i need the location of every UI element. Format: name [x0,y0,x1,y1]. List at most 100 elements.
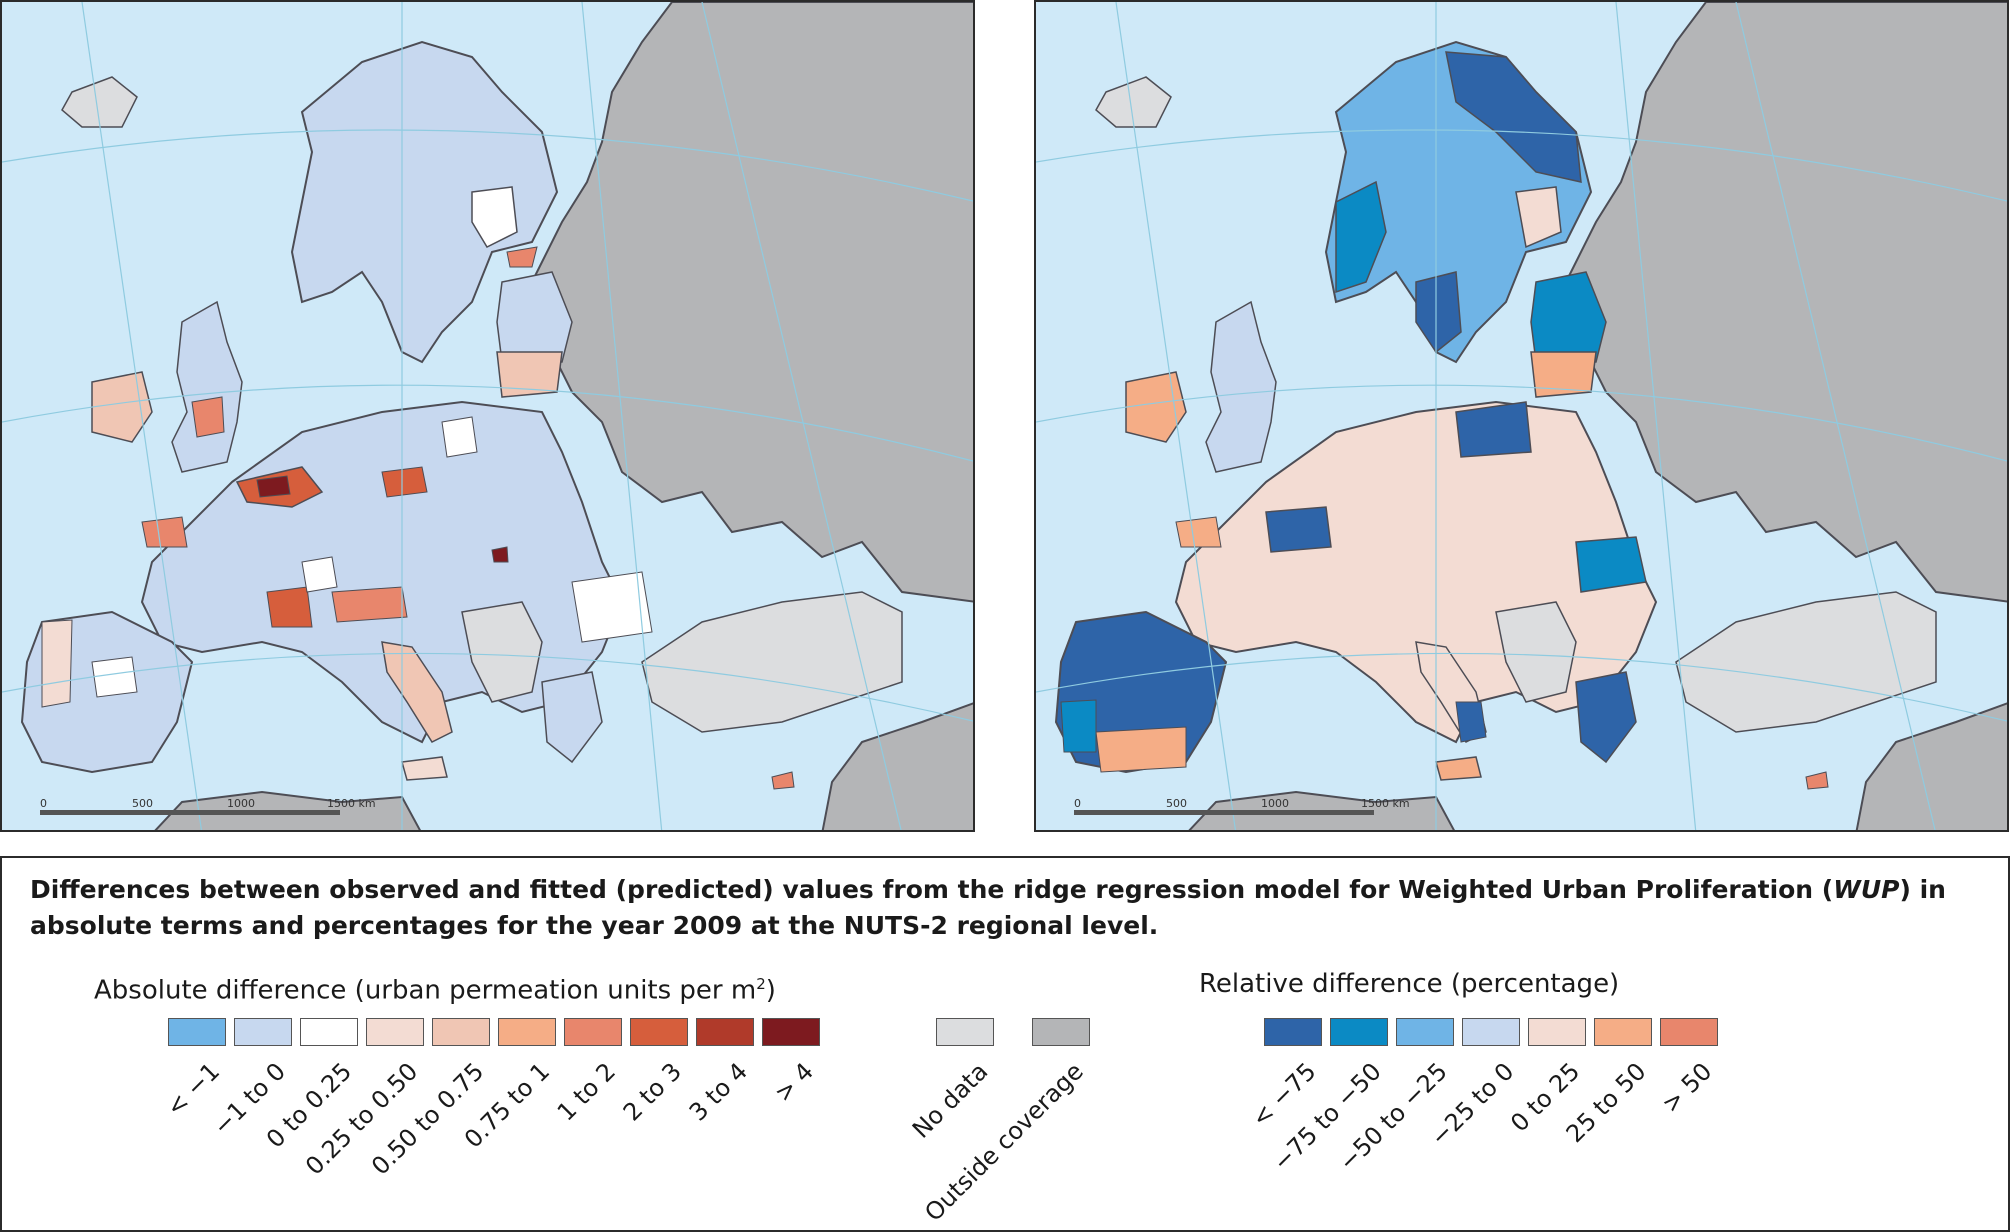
other-class-label: Outside coverage [919,1057,1090,1227]
absolute-class-label: 1 to 2 [551,1057,622,1127]
relative-class-swatch [1528,1018,1586,1046]
region-helsinki [506,246,538,268]
absolute-class-swatch [234,1018,292,1046]
absolute-class-label: < −1 [160,1057,226,1122]
absolute-difference-map: 0 500 1000 1500 km [0,0,975,832]
scandinavia [290,40,559,364]
svg-text:500: 500 [1166,797,1187,810]
balkans [461,601,543,703]
relative-class-swatch [1396,1018,1454,1046]
absolute-class-label: > 4 [768,1057,820,1108]
region-bretagne [141,516,188,548]
relative-class-label: > 50 [1656,1057,1718,1119]
legend-title-italic: WUP [1833,875,1900,904]
region-belgium-dark [256,475,291,498]
relative-class-swatch [1264,1018,1322,1046]
region-lithuania [496,351,563,398]
region-sweden-south [1415,271,1462,354]
great-britain [171,300,243,473]
iceland [1095,76,1172,128]
svg-text:1500 km: 1500 km [1361,797,1410,810]
outside-coverage-east [520,2,973,603]
relative-map-canvas: 0 500 1000 1500 km [1036,2,2007,830]
svg-text:1000: 1000 [227,797,255,810]
region-white-east [571,571,653,643]
ireland [1125,371,1187,443]
outside-coverage-southeast [1855,702,2007,830]
scale-bar: 0 500 1000 1500 km [1074,797,1410,815]
absolute-legend-heading: Absolute difference (urban permeation un… [94,968,776,1007]
absolute-class-swatch [432,1018,490,1046]
absolute-class-swatch [300,1018,358,1046]
graticule [1036,2,2007,830]
region-paris [1265,506,1332,553]
svg-text:1000: 1000 [1261,797,1289,810]
svg-text:500: 500 [132,797,153,810]
region-white-germany [441,416,478,458]
no-data-turkey [641,591,903,733]
absolute-class-swatch [498,1018,556,1046]
ireland [91,371,153,443]
relative-difference-map: 0 500 1000 1500 km [1034,0,2009,832]
region-poland-north [1455,401,1532,458]
svg-text:1500 km: 1500 km [327,797,376,810]
absolute-heading-end: ) [765,975,776,1006]
svg-text:0: 0 [1074,797,1081,810]
absolute-class-swatch [366,1018,424,1046]
region-sicily [401,756,448,781]
legend-title-main: Differences between observed and fitted … [30,875,1834,904]
absolute-map-canvas: 0 500 1000 1500 km [2,2,973,830]
outside-coverage-southeast [821,702,973,830]
scale-bar: 0 500 1000 1500 km [40,797,376,815]
absolute-class-swatch [564,1018,622,1046]
region-north-finland [1445,51,1582,183]
cyprus [771,771,795,790]
region-romania [1575,536,1647,593]
baltics [496,271,573,363]
region-portugal [41,619,73,708]
region-finland-east [1515,186,1562,249]
outside-coverage-east [1554,2,2007,603]
region-hungary [491,546,509,563]
greece [541,671,603,764]
other-class-swatch [1032,1018,1090,1046]
greece [1575,671,1637,764]
cyprus [1805,771,1829,790]
baltics [1530,271,1607,363]
region-norway-west [1335,180,1387,294]
legend-title-end: ) in absolute terms and percentages for … [30,875,1946,940]
region-portugal-south [1060,699,1097,753]
absolute-class-label: 2 to 3 [617,1057,688,1127]
legend-title: Differences between observed and fitted … [30,872,1970,944]
other-class-swatch [936,1018,994,1046]
absolute-class-swatch [696,1018,754,1046]
relative-class-swatch [1330,1018,1388,1046]
relative-class-swatch [1594,1018,1652,1046]
absolute-heading-sup: 2 [756,975,766,993]
region-lithuania [1530,351,1597,398]
region-andalusia [1095,726,1187,773]
region-white-alps [301,556,338,593]
relative-class-swatch [1462,1018,1520,1046]
great-britain [1205,300,1277,473]
absolute-heading-text: Absolute difference (urban permeation un… [94,975,757,1006]
region-rhine [381,466,428,498]
region-white-sweden [471,186,518,248]
absolute-class-swatch [168,1018,226,1046]
region-madrid [91,656,138,698]
region-rhone [266,586,313,628]
region-bretagne [1175,516,1222,548]
legend-panel: Differences between observed and fitted … [0,856,2010,1232]
other-class-label: No data [906,1057,994,1144]
region-london [191,396,225,438]
relative-legend-heading: Relative difference (percentage) [1199,969,1620,999]
iceland [61,76,138,128]
region-po [331,586,408,623]
region-sicily [1435,756,1482,781]
region-calabria [1455,701,1487,743]
absolute-class-swatch [630,1018,688,1046]
absolute-class-label: 3 to 4 [683,1057,754,1127]
balkans [1495,601,1577,703]
absolute-class-swatch [762,1018,820,1046]
relative-class-swatch [1660,1018,1718,1046]
